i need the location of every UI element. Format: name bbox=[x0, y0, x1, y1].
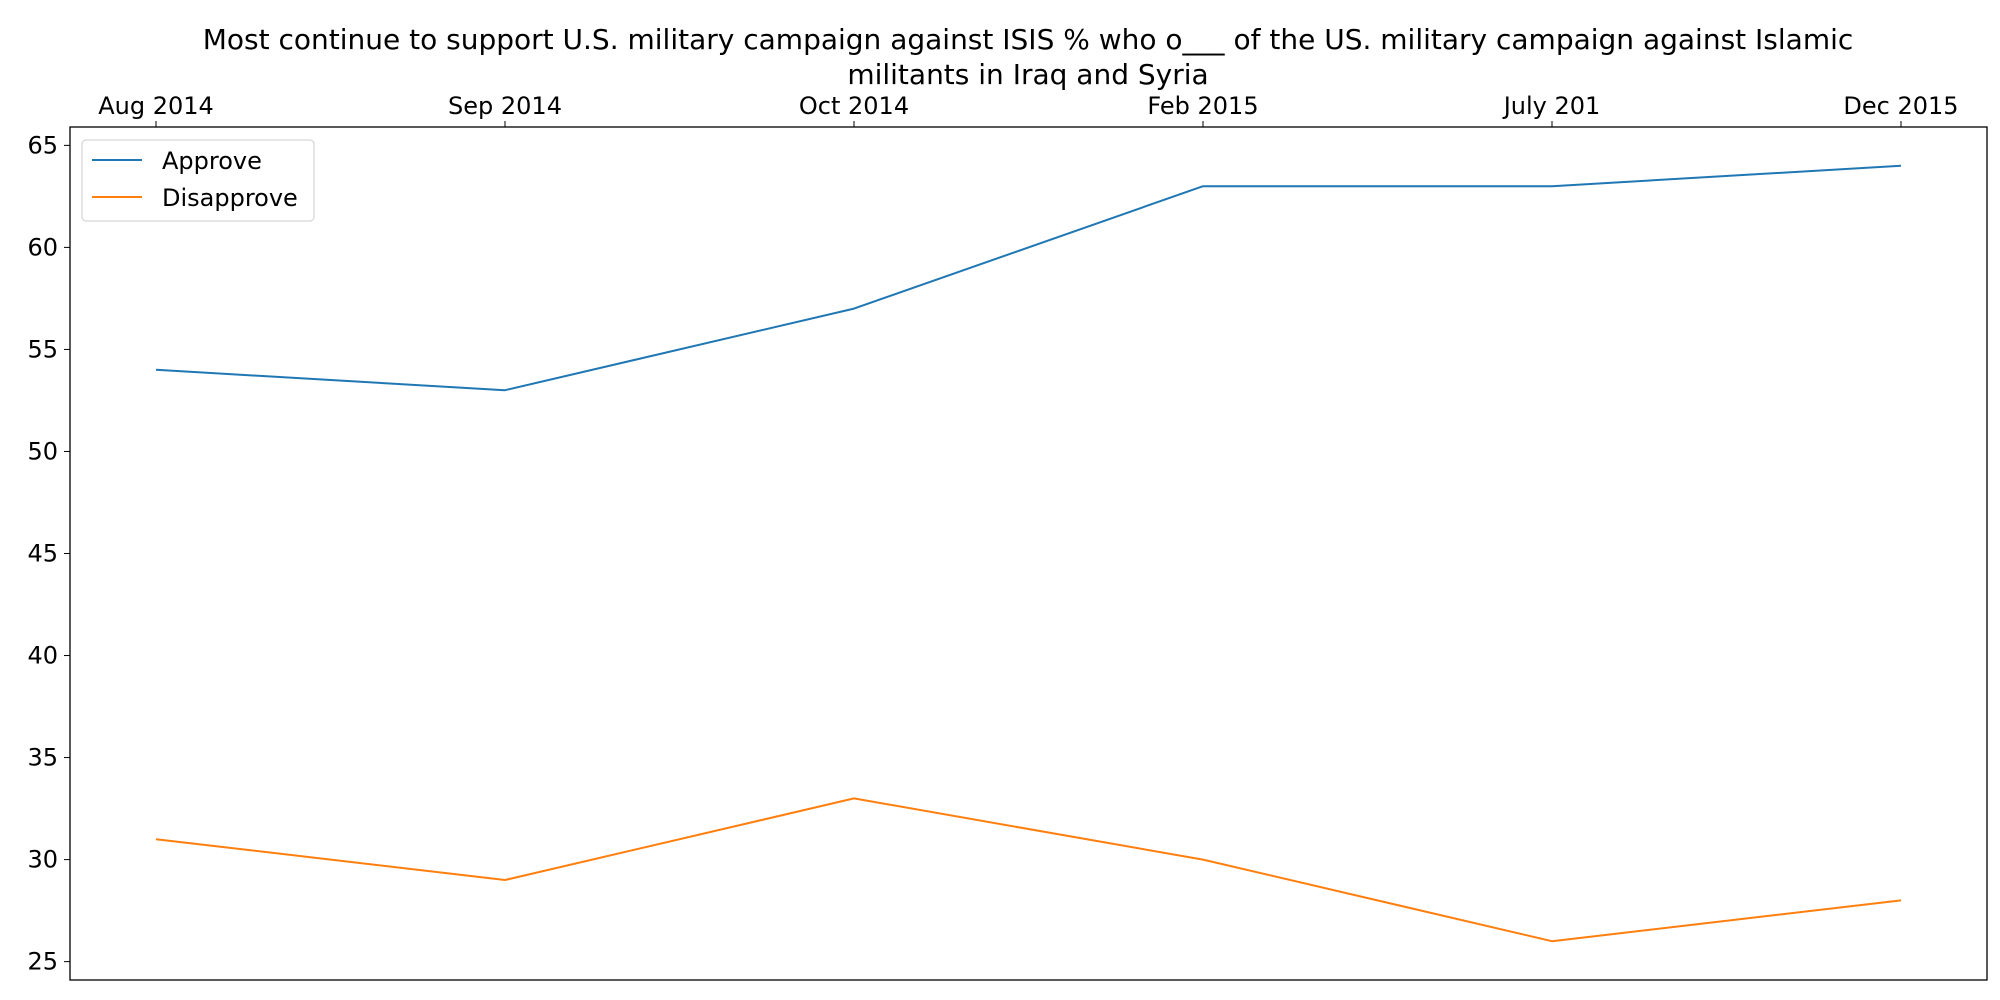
legend-label-approve: Approve bbox=[162, 147, 262, 175]
series-layer bbox=[155, 164, 1902, 943]
y-tick-label: 65 bbox=[27, 131, 58, 159]
x-tick-label: Sep 2014 bbox=[448, 92, 562, 120]
y-tick-label: 45 bbox=[27, 540, 58, 568]
chart-title-line-2: militants in Iraq and Syria bbox=[847, 58, 1208, 91]
y-tick-label: 50 bbox=[27, 437, 58, 465]
y-tick-label: 25 bbox=[27, 948, 58, 976]
y-tick-label: 40 bbox=[27, 642, 58, 670]
plot-area-frame bbox=[69, 126, 1988, 981]
legend: Approve Disapprove bbox=[81, 139, 315, 222]
chart-title-line-1: Most continue to support U.S. military c… bbox=[203, 23, 1854, 56]
y-tick-label: 55 bbox=[27, 335, 58, 363]
legend-label-disapprove: Disapprove bbox=[162, 184, 298, 212]
x-tick-label: July 201 bbox=[1502, 92, 1601, 120]
y-tick-label: 30 bbox=[27, 846, 58, 874]
x-tick-label: Feb 2015 bbox=[1147, 92, 1258, 120]
y-axis: 25 30 35 40 45 50 55 60 65 bbox=[27, 131, 70, 976]
series-line-approve bbox=[155, 164, 1902, 392]
series-line-disapprove bbox=[155, 797, 1902, 943]
chart-title: Most continue to support U.S. military c… bbox=[203, 23, 1854, 91]
x-tick-label: Oct 2014 bbox=[799, 92, 909, 120]
y-tick-label: 35 bbox=[27, 744, 58, 772]
y-tick-label: 60 bbox=[27, 233, 58, 261]
x-tick-label: Aug 2014 bbox=[98, 92, 214, 120]
x-tick-label: Dec 2015 bbox=[1843, 92, 1958, 120]
x-axis: Aug 2014 Sep 2014 Oct 2014 Feb 2015 July 201… bbox=[98, 92, 1959, 127]
